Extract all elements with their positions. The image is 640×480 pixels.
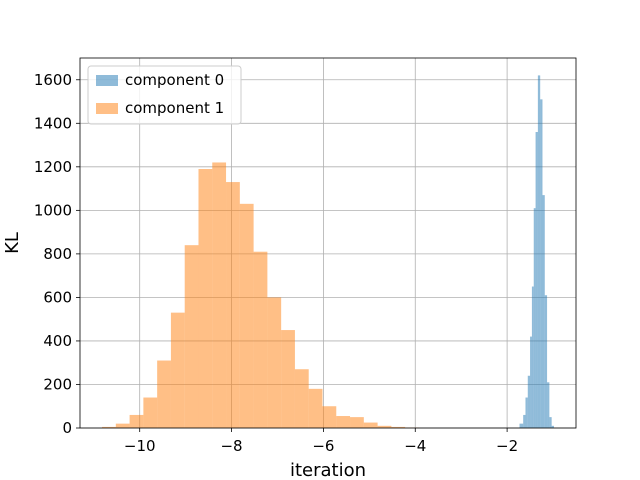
histogram-bar-series-1: [129, 414, 144, 428]
x-tick-label: −8: [220, 437, 242, 455]
legend-swatch: [96, 75, 118, 86]
histogram-bar-series-1: [391, 426, 406, 428]
y-tick-label: 200: [43, 375, 72, 393]
histogram-bar-series-0: [551, 425, 554, 428]
legend: component 0 component 1: [87, 65, 242, 125]
x-tick-label: −10: [124, 437, 156, 455]
y-tick-label: 0: [62, 419, 72, 437]
histogram-bar-series-0: [531, 286, 534, 428]
histogram-bar-series-1: [322, 406, 337, 428]
x-axis-label: iteration: [290, 460, 366, 480]
histogram-bar-series-1: [157, 360, 171, 428]
y-tick-label: 400: [43, 332, 72, 350]
histogram-bar-series-1: [170, 312, 185, 428]
histogram-bar-series-1: [281, 330, 295, 428]
histogram-bar-series-1: [239, 203, 254, 428]
histogram-bar-series-1: [198, 169, 213, 428]
y-tick-label: 1400: [34, 114, 72, 132]
histogram-bar-series-0: [523, 414, 526, 428]
histogram-bar-series-1: [363, 422, 378, 428]
y-axis-ticks: 0 200 400 600 800 1000 1200 1400 1600: [34, 71, 80, 437]
histogram-bar-series-1: [267, 297, 282, 428]
histogram-bar-series-0: [535, 132, 538, 428]
x-axis-ticks: −10 −8 −6 −4 −2: [124, 428, 518, 455]
y-tick-label: 1000: [34, 201, 72, 219]
histogram-bar-series-1: [143, 397, 158, 428]
legend-box: [87, 65, 242, 125]
histogram-bar-series-0: [527, 375, 531, 428]
histogram-bar-series-0: [542, 195, 545, 428]
histogram-bar-series-1: [115, 423, 130, 428]
histogram-bar-series-1: [184, 245, 199, 428]
histogram-bar-series-1: [308, 388, 323, 428]
x-tick-label: −6: [312, 437, 334, 455]
y-tick-label: 600: [43, 288, 72, 306]
legend-label: component 1: [125, 99, 224, 117]
histogram-bar-series-1: [253, 251, 268, 428]
histogram-bar-series-1: [294, 369, 309, 428]
histogram-bar-series-0: [540, 99, 543, 429]
y-tick-label: 800: [43, 245, 72, 263]
histogram-bar-series-0: [547, 382, 550, 428]
histogram-bar-series-0: [525, 397, 528, 428]
histogram-bar-series-0: [519, 423, 524, 428]
histogram-bar-series-0: [530, 336, 532, 428]
x-tick-label: −4: [404, 437, 426, 455]
histogram-bar-series-1: [350, 417, 364, 428]
legend-swatch: [96, 103, 118, 114]
histogram-bar-series-1: [377, 425, 392, 428]
histogram-bar-series-1: [212, 162, 227, 428]
histogram-bar-series-1: [102, 426, 116, 428]
histogram-bar-series-0: [549, 417, 552, 428]
histogram-bar-series-1: [336, 416, 351, 428]
histogram-bar-series-0: [537, 75, 541, 428]
histogram-bar-series-1: [226, 182, 240, 428]
plot-frame: [79, 57, 577, 429]
y-tick-label: 1600: [34, 71, 72, 89]
y-tick-label: 1200: [34, 158, 72, 176]
histogram-bars: [102, 75, 554, 429]
x-tick-label: −2: [496, 437, 518, 455]
legend-label: component 0: [125, 71, 224, 89]
histogram-bar-series-0: [544, 295, 548, 428]
y-axis-label: KL: [2, 232, 23, 254]
histogram-bar-series-0: [533, 208, 536, 428]
